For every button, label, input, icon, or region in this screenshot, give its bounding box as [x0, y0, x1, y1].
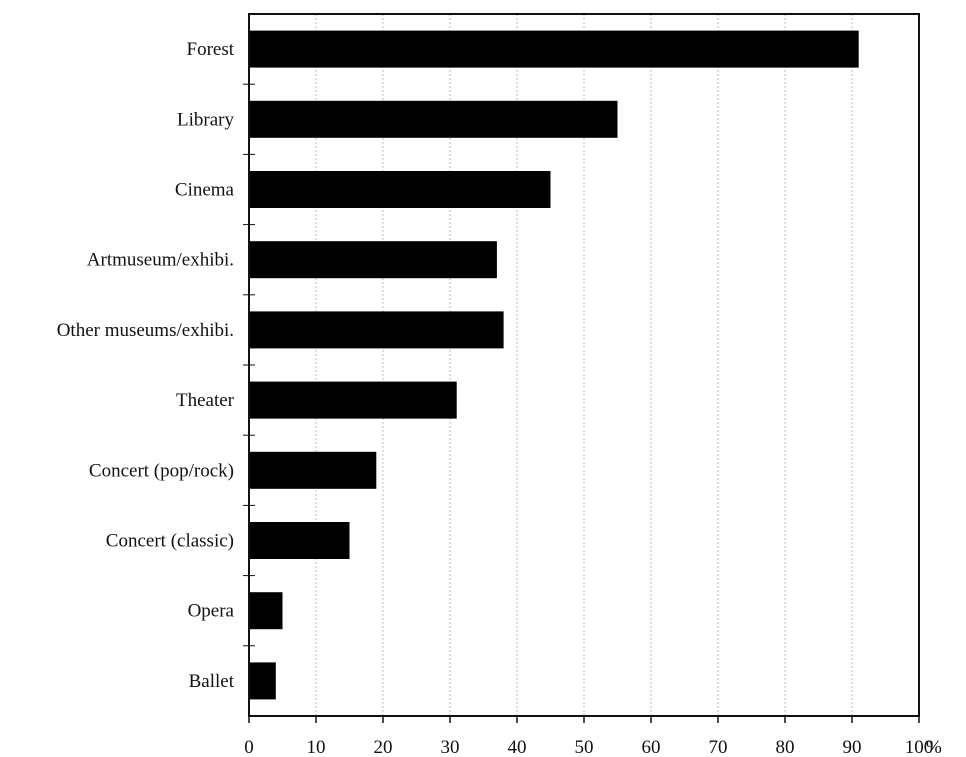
bar-8: [249, 592, 283, 630]
category-label: Concert (classic): [106, 531, 234, 552]
bar-4: [249, 311, 504, 349]
category-label: Cinema: [175, 180, 235, 201]
category-label: Library: [177, 109, 234, 130]
bar-9: [249, 662, 276, 700]
x-tick-label: 20: [374, 737, 393, 757]
bar-0: [249, 30, 859, 68]
category-label: Other museums/exhibi.: [57, 320, 234, 341]
category-label: Theater: [176, 390, 235, 411]
category-label: Artmuseum/exhibi.: [87, 250, 234, 271]
bar-2: [249, 171, 551, 208]
x-tick-label: 100: [905, 737, 934, 757]
bar-5: [249, 381, 457, 419]
x-axis-ticks: 0 10 20 30 40 50 60 70 80 90 100: [243, 83, 934, 757]
x-tick-label: 0: [244, 737, 254, 757]
x-tick-label: 40: [508, 737, 527, 757]
bar-3: [249, 241, 497, 279]
bar-1: [249, 100, 618, 138]
x-tick-label: 70: [709, 737, 728, 757]
x-tick-label: 10: [307, 737, 326, 757]
category-label: Forest: [187, 39, 235, 60]
bar-6: [249, 451, 377, 489]
category-label: Opera: [188, 601, 235, 622]
bar-7: [249, 522, 350, 559]
category-label: Ballet: [189, 671, 235, 692]
x-tick-label: 80: [776, 737, 795, 757]
x-axis-unit-label: %: [926, 737, 942, 757]
x-tick-label: 50: [575, 737, 594, 757]
category-label: Concert (pop/rock): [89, 460, 234, 481]
bars: [249, 30, 859, 700]
x-tick-label: 60: [642, 737, 661, 757]
category-labels: Forest Library Cinema Artmuseum/exhibi. Othe…: [57, 39, 235, 692]
x-tick-label: 90: [843, 737, 862, 757]
plot-frame: [248, 13, 920, 717]
x-tick-label: 30: [441, 737, 460, 757]
